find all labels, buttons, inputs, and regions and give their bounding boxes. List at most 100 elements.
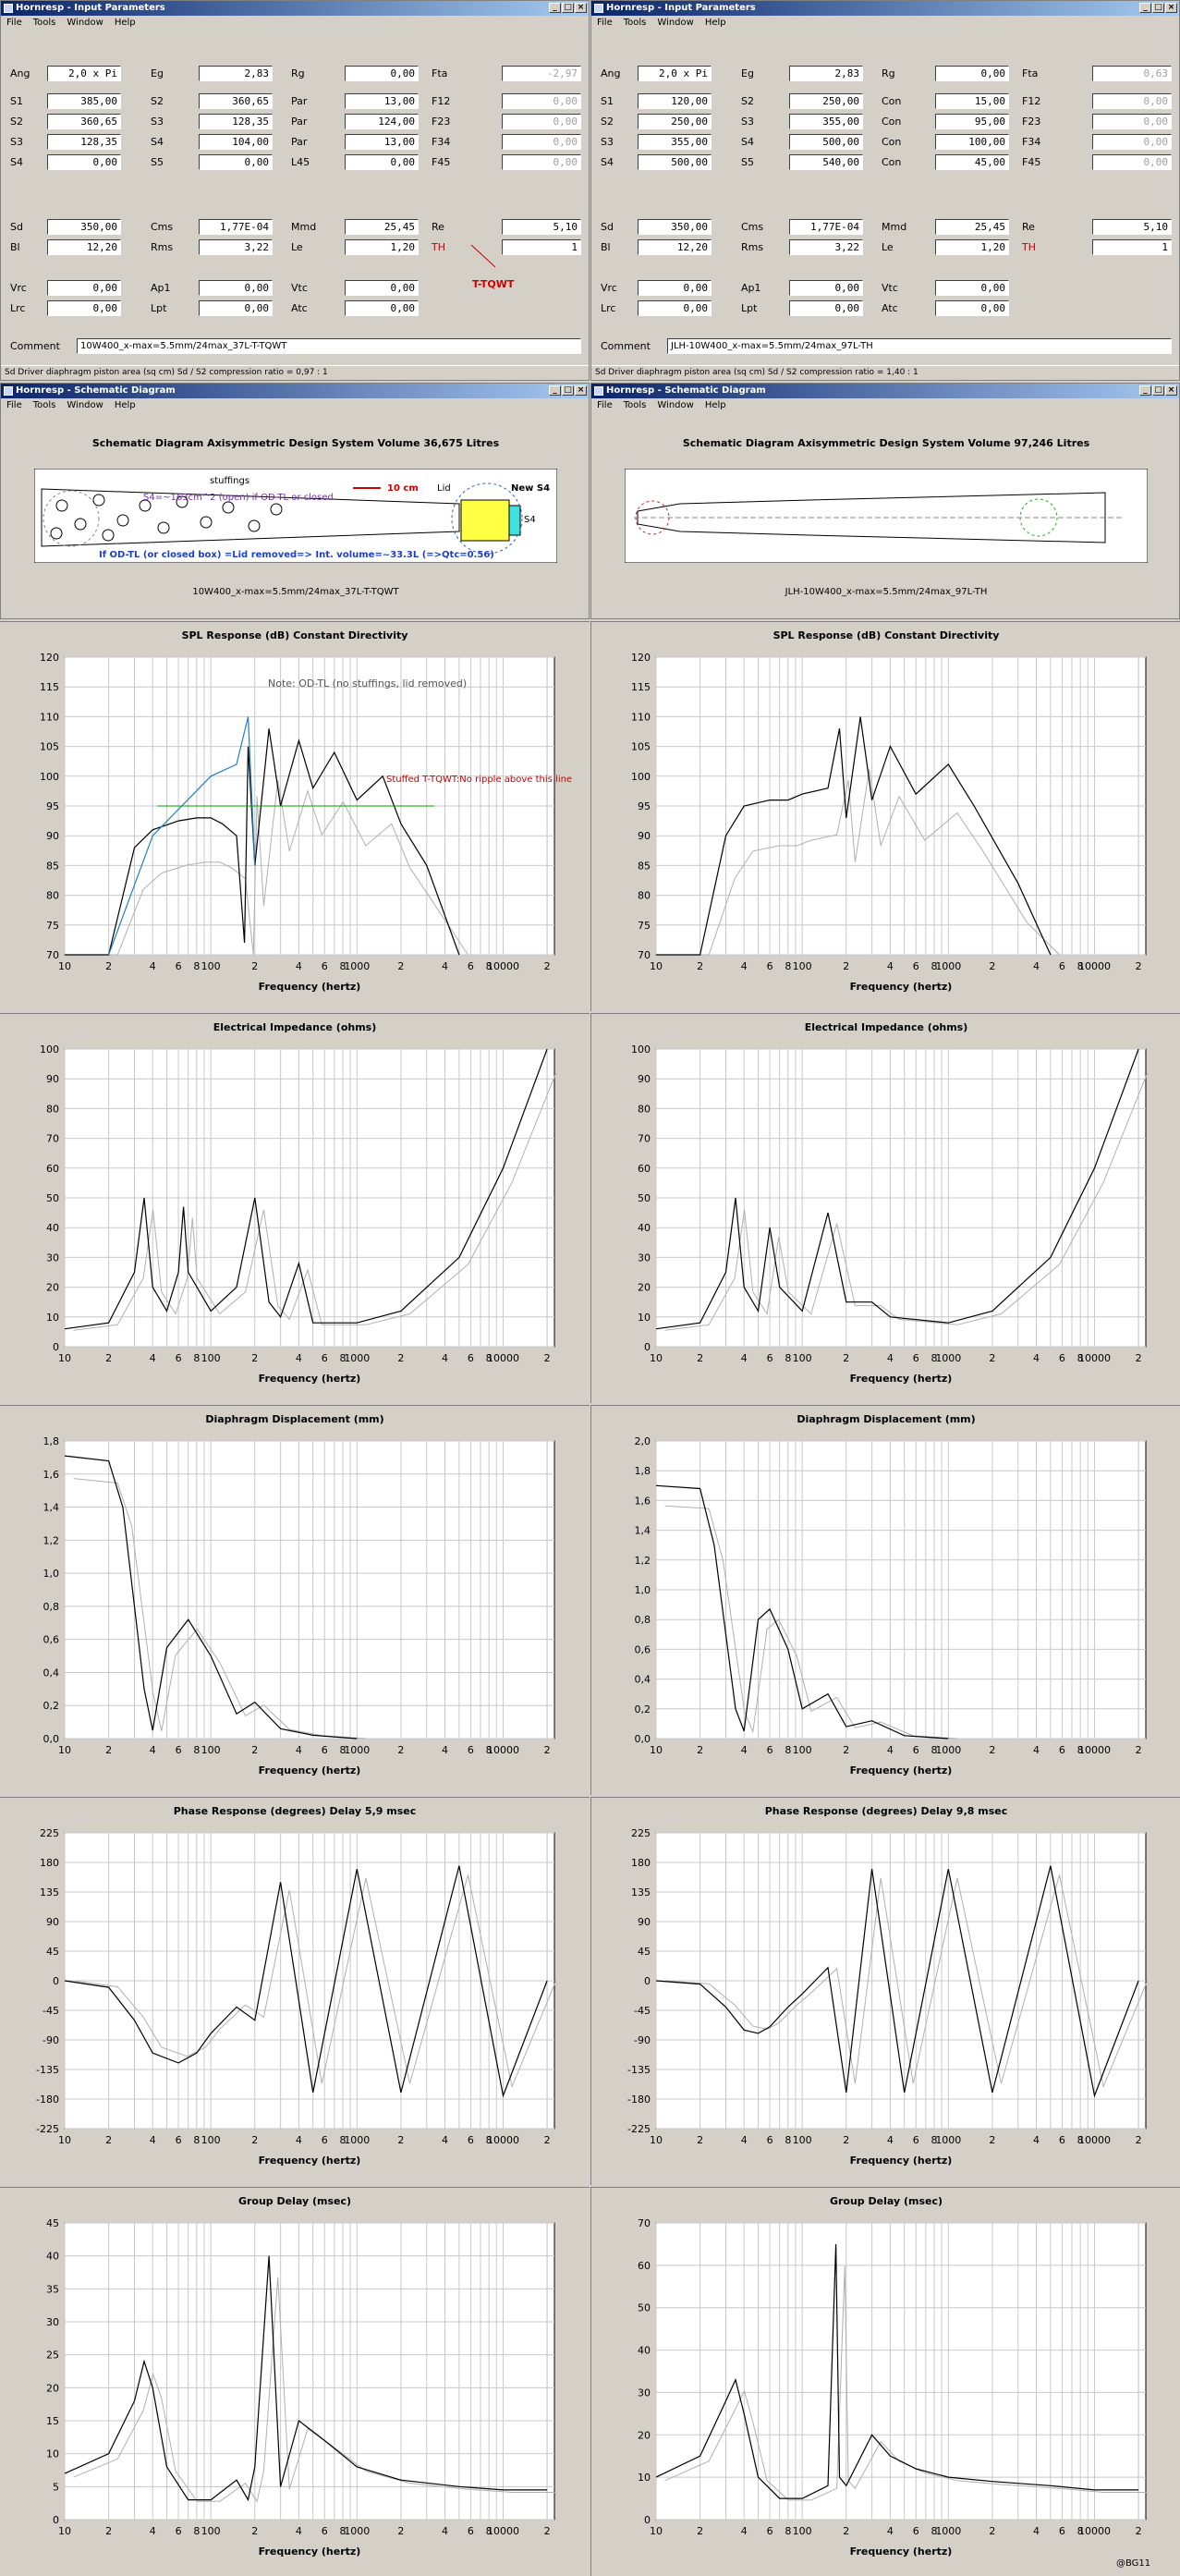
menu-help[interactable]: Help [704,18,726,28]
param-field[interactable]: 355,00 [638,134,712,150]
x-axis-label: Frequency (hertz) [259,2155,361,2167]
param-field[interactable]: 3,22 [199,239,273,255]
param-field[interactable]: 0,00 [199,300,273,316]
param-field[interactable]: 1,77E-04 [199,219,273,235]
x-tick-label: 4 [887,960,894,972]
param-field[interactable]: 0,00 [789,300,863,316]
param-field[interactable]: 1 [502,239,581,255]
param-field[interactable]: 13,00 [345,93,419,109]
close-button[interactable]: × [575,3,587,13]
param-field[interactable]: 25,45 [935,219,1009,235]
param-field[interactable]: 250,00 [789,93,863,109]
param-field[interactable]: 104,00 [199,134,273,150]
menu-tools[interactable]: Tools [32,18,56,28]
param-field[interactable]: 128,35 [47,134,121,150]
param-field[interactable]: 0,00 [345,280,419,296]
param-field[interactable]: 500,00 [638,154,712,170]
minimize-button[interactable]: _ [1139,385,1151,396]
menu-file[interactable]: File [6,18,22,28]
menu-help[interactable]: Help [114,18,136,28]
param-field[interactable]: 2,83 [789,66,863,81]
param-field[interactable]: 5,10 [1092,219,1172,235]
param-field[interactable]: 0,00 [502,93,581,109]
minimize-button[interactable]: _ [549,3,561,13]
param-field[interactable]: 12,20 [638,239,712,255]
param-field[interactable]: 360,65 [199,93,273,109]
menu-tools[interactable]: Tools [623,18,647,28]
param-field[interactable]: 350,00 [638,219,712,235]
param-field[interactable]: 0,00 [199,154,273,170]
menu-tools[interactable]: Tools [623,400,647,410]
minimize-button[interactable]: _ [549,385,561,396]
menu-window[interactable]: Window [657,400,694,410]
close-button[interactable]: × [1165,385,1177,396]
param-field[interactable]: 0,00 [502,134,581,150]
param-field[interactable]: 0,00 [1092,154,1172,170]
menu-file[interactable]: File [597,18,613,28]
param-field[interactable]: 0,00 [502,114,581,129]
menu-window[interactable]: Window [657,18,694,28]
minimize-button[interactable]: _ [1139,3,1151,13]
menu-tools[interactable]: Tools [32,400,56,410]
param-field[interactable]: 500,00 [789,134,863,150]
param-field[interactable]: 0,00 [935,280,1009,296]
param-field[interactable]: 128,35 [199,114,273,129]
close-button[interactable]: × [575,385,587,396]
param-field[interactable]: 0,00 [935,300,1009,316]
param-field[interactable]: 2,0 x Pi [638,66,712,81]
param-field[interactable]: 15,00 [935,93,1009,109]
param-field[interactable]: 1 [1092,239,1172,255]
menu-window[interactable]: Window [67,400,103,410]
param-field[interactable]: 1,77E-04 [789,219,863,235]
param-field[interactable]: 250,00 [638,114,712,129]
maximize-button[interactable]: □ [562,385,574,396]
param-field[interactable]: 0,00 [1092,93,1172,109]
param-field[interactable]: 12,20 [47,239,121,255]
param-field[interactable]: 13,00 [345,134,419,150]
comment-field[interactable]: JLH-10W400_x-max=5.5mm/24max_97L-TH [667,338,1172,354]
param-field[interactable]: 350,00 [47,219,121,235]
param-field[interactable]: 0,00 [1092,114,1172,129]
close-button[interactable]: × [1165,3,1177,13]
param-field[interactable]: 0,00 [638,280,712,296]
param-field[interactable]: 540,00 [789,154,863,170]
param-field[interactable]: 45,00 [935,154,1009,170]
param-field[interactable]: 0,00 [47,300,121,316]
comment-field[interactable]: 10W400_x-max=5.5mm/24max_37L-T-TQWT [77,338,581,354]
param-field[interactable]: 0,00 [47,280,121,296]
param-field[interactable]: 0,00 [502,154,581,170]
param-field[interactable]: 360,65 [47,114,121,129]
param-field[interactable]: 3,22 [789,239,863,255]
param-field[interactable]: 100,00 [935,134,1009,150]
maximize-button[interactable]: □ [1152,3,1164,13]
param-field[interactable]: 1,20 [935,239,1009,255]
param-field[interactable]: 0,00 [345,300,419,316]
menu-file[interactable]: File [6,400,22,410]
param-field[interactable]: -2,97 [502,66,581,81]
param-field[interactable]: 0,00 [345,154,419,170]
menu-help[interactable]: Help [114,400,136,410]
maximize-button[interactable]: □ [562,3,574,13]
menu-window[interactable]: Window [67,18,103,28]
menu-help[interactable]: Help [704,400,726,410]
param-field[interactable]: 5,10 [502,219,581,235]
param-field[interactable]: 385,00 [47,93,121,109]
param-field[interactable]: 124,00 [345,114,419,129]
param-field[interactable]: 355,00 [789,114,863,129]
param-field[interactable]: 0,00 [638,300,712,316]
param-field[interactable]: 120,00 [638,93,712,109]
param-field[interactable]: 0,00 [199,280,273,296]
maximize-button[interactable]: □ [1152,385,1164,396]
param-field[interactable]: 1,20 [345,239,419,255]
param-field[interactable]: 95,00 [935,114,1009,129]
param-field[interactable]: 0,00 [1092,134,1172,150]
param-field[interactable]: 0,00 [935,66,1009,81]
param-field[interactable]: 2,0 x Pi [47,66,121,81]
param-field[interactable]: 0,63 [1092,66,1172,81]
param-field[interactable]: 25,45 [345,219,419,235]
param-field[interactable]: 2,83 [199,66,273,81]
param-field[interactable]: 0,00 [345,66,419,81]
param-field[interactable]: 0,00 [789,280,863,296]
menu-file[interactable]: File [597,400,613,410]
param-field[interactable]: 0,00 [47,154,121,170]
